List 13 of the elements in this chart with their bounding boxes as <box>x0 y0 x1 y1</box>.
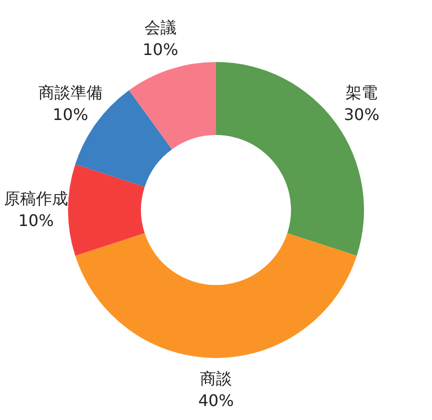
data-label: 10% <box>142 40 178 59</box>
data-label: 40% <box>198 391 234 410</box>
donut-slice <box>68 164 145 256</box>
slice-label: 商談 <box>200 369 232 388</box>
slice-label: 商談準備 <box>38 83 102 102</box>
slice-label: 架電 <box>346 83 378 102</box>
slice-label: 原稿作成 <box>4 189 68 208</box>
slice-label: 会議 <box>144 18 176 37</box>
data-label: 30% <box>344 105 380 124</box>
data-label: 10% <box>18 211 54 230</box>
data-label: 10% <box>52 105 88 124</box>
donut-slice <box>129 62 216 150</box>
donut-slice <box>75 233 357 358</box>
